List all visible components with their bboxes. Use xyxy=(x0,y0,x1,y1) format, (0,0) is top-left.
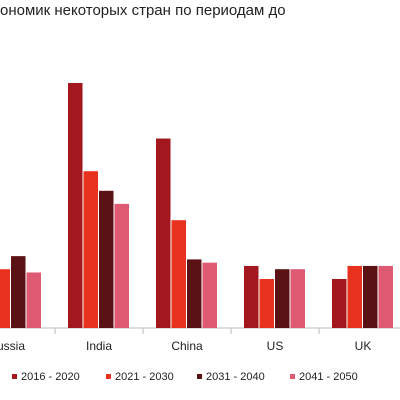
bar xyxy=(114,203,129,328)
bar xyxy=(290,269,305,328)
bar xyxy=(11,256,26,328)
bar xyxy=(378,265,393,328)
bar xyxy=(244,265,259,328)
x-tick-label: ussia xyxy=(0,339,25,353)
legend-swatch xyxy=(106,374,111,379)
bar xyxy=(83,171,98,328)
legend-swatch xyxy=(12,374,17,379)
legend-label: 2041 - 2050 xyxy=(299,371,358,383)
legend-label: 2031 - 2040 xyxy=(206,371,265,383)
bar xyxy=(0,269,10,328)
bar xyxy=(363,265,378,328)
x-tick-label: UK xyxy=(355,339,372,353)
bar xyxy=(99,190,114,328)
bar xyxy=(275,269,290,328)
bar xyxy=(332,279,347,328)
chart-title: ономик некоторых стран по периодам до xyxy=(0,2,286,19)
legend-label: 2016 - 2020 xyxy=(21,371,80,383)
bar xyxy=(171,220,186,328)
legend-swatch xyxy=(290,374,295,379)
bar xyxy=(259,279,274,328)
x-tick-label: US xyxy=(267,339,284,353)
legend-swatch xyxy=(197,374,202,379)
bar xyxy=(202,262,217,328)
x-tick-label: India xyxy=(86,339,112,353)
x-tick-label: China xyxy=(171,339,203,353)
bar xyxy=(156,138,171,328)
bar xyxy=(26,272,41,328)
bar xyxy=(68,83,83,328)
bar xyxy=(187,259,202,328)
bar xyxy=(347,265,362,328)
legend-label: 2021 - 2030 xyxy=(115,371,174,383)
